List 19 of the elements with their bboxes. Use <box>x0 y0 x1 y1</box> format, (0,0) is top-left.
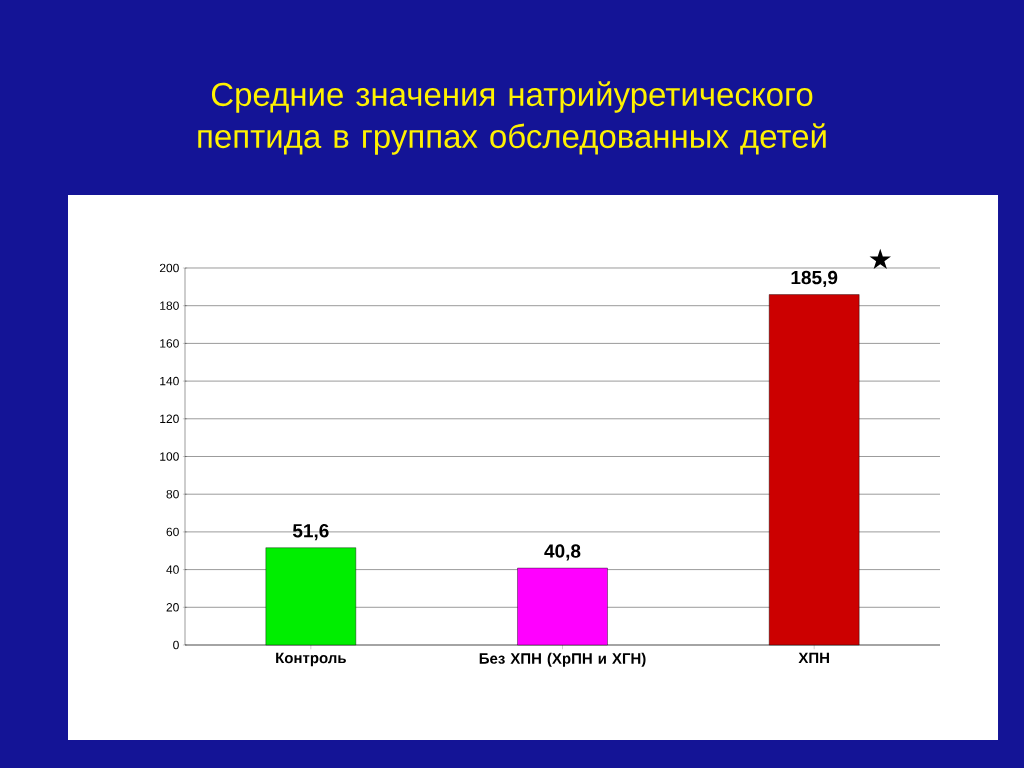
x-tick-label: Без ХПН (ХрПН и ХГН) <box>479 652 646 667</box>
data-label: 40,8 <box>544 544 581 561</box>
y-tick-label: 200 <box>159 263 179 273</box>
y-tick-label: 120 <box>160 414 179 424</box>
x-tick-label: Контроль <box>276 652 346 667</box>
chart-title: Средние значения натрийуретического пептида в группах обследованных детей <box>198 81 826 155</box>
data-label: 185,9 <box>791 270 838 288</box>
y-tick-label: 80 <box>166 489 179 499</box>
y-tick-label: 180 <box>160 301 179 310</box>
y-tick-label: 60 <box>166 527 179 537</box>
y-tick-label: 160 <box>160 339 179 348</box>
y-tick-label: 140 <box>160 376 179 386</box>
data-label: 51,6 <box>292 523 329 541</box>
annotation: ★ <box>869 248 891 270</box>
y-tick-label: 100 <box>160 452 179 461</box>
y-tick-label: 0 <box>173 640 179 650</box>
y-tick-label: 20 <box>166 603 179 612</box>
x-tick-label: ХПН <box>798 652 829 664</box>
y-tick-label: 40 <box>166 565 179 574</box>
